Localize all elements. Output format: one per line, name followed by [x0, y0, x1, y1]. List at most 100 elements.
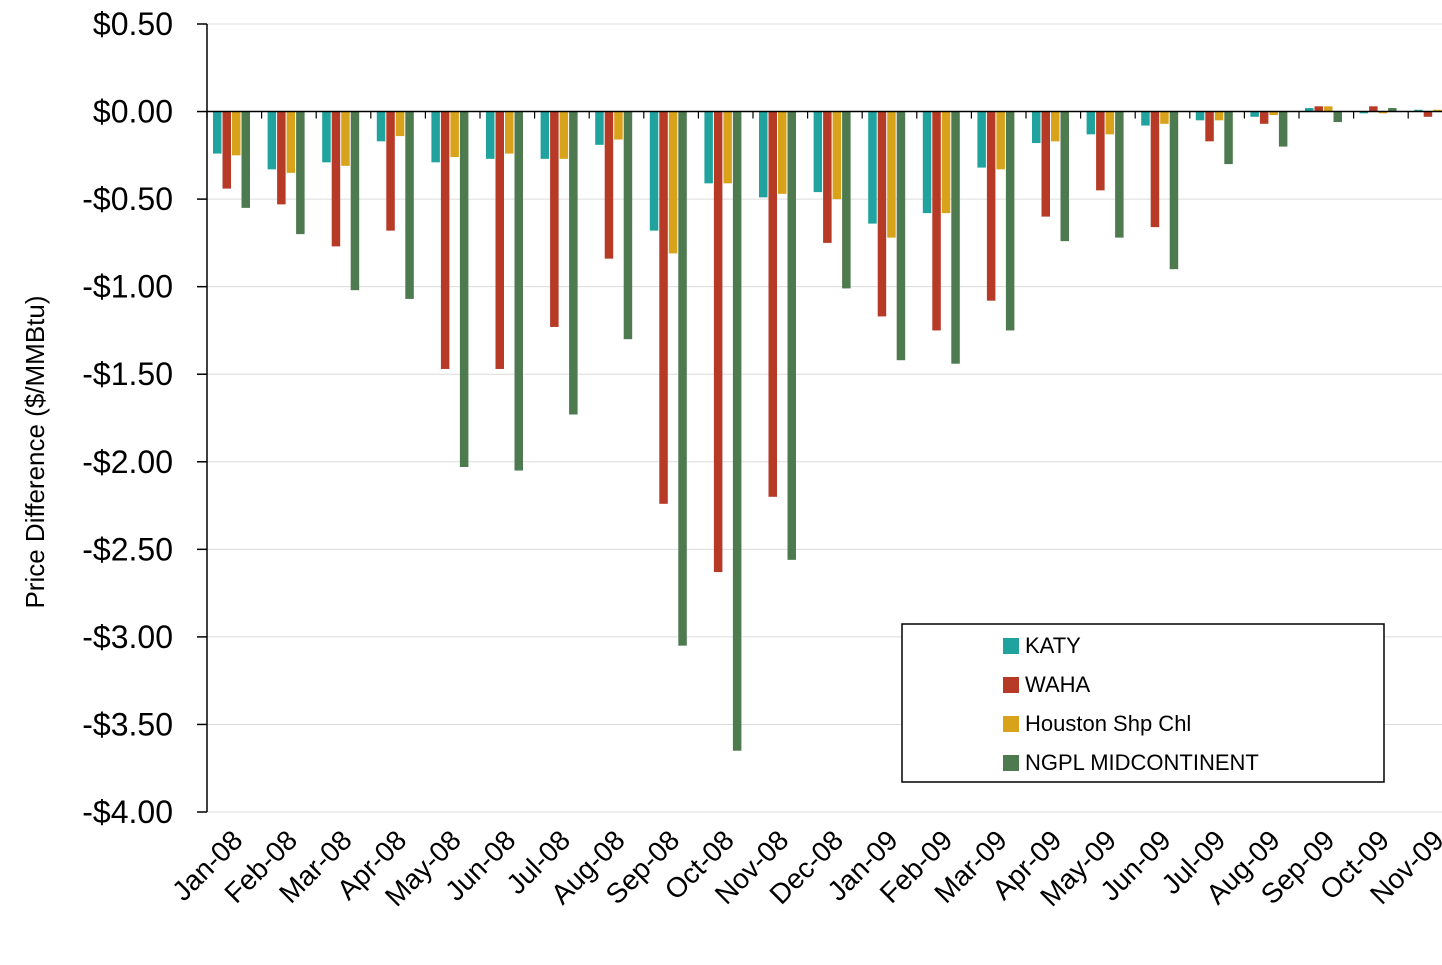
bar-waha — [1423, 111, 1433, 117]
bar-katy — [322, 111, 331, 163]
bar-katy — [759, 111, 768, 198]
bar-waha — [768, 111, 777, 497]
y-tick-label: -$3.50 — [82, 706, 173, 742]
y-axis-label: Price Difference ($/MMBtu) — [20, 295, 50, 608]
y-tick-label: -$2.00 — [82, 444, 173, 480]
bar-houston-shp-chl — [1160, 111, 1169, 124]
legend-label: NGPL MIDCONTINENT — [1025, 750, 1259, 775]
bar-katy — [1250, 111, 1259, 117]
bar-waha — [331, 111, 341, 247]
legend-label: KATY — [1025, 633, 1081, 658]
bar-ngpl-midcontinent — [732, 111, 742, 751]
bar-katy — [486, 111, 495, 159]
bar-waha — [1314, 106, 1323, 112]
bar-waha — [877, 111, 887, 317]
bar-ngpl-midcontinent — [569, 111, 578, 415]
bar-ngpl-midcontinent — [1005, 111, 1015, 331]
y-tick-label: -$1.00 — [82, 269, 173, 305]
bar-ngpl-midcontinent — [1333, 111, 1342, 123]
bar-houston-shp-chl — [996, 111, 1005, 170]
bar-ngpl-midcontinent — [1388, 108, 1397, 112]
bar-houston-shp-chl — [1269, 111, 1278, 116]
bar-katy — [1086, 111, 1096, 135]
bar-ngpl-midcontinent — [405, 111, 414, 299]
bar-waha — [1205, 111, 1214, 142]
bar-katy — [813, 111, 823, 193]
bar-ngpl-midcontinent — [241, 111, 250, 208]
bar-houston-shp-chl — [941, 111, 951, 214]
axes — [206, 24, 1442, 812]
bar-ngpl-midcontinent — [1169, 111, 1179, 270]
bar-ngpl-midcontinent — [459, 111, 469, 468]
bar-ngpl-midcontinent — [1060, 111, 1069, 242]
legend-swatch — [1003, 755, 1019, 771]
bar-houston-shp-chl — [1214, 111, 1224, 121]
bar-houston-shp-chl — [505, 111, 514, 154]
bar-waha — [986, 111, 996, 301]
y-tick-label: $0.50 — [93, 6, 173, 42]
legend-box — [901, 623, 1385, 783]
bar-waha — [550, 111, 559, 327]
bar-waha — [932, 111, 941, 331]
bar-waha — [1096, 111, 1105, 191]
bar-waha — [222, 111, 231, 189]
legend: KATY WAHA Houston Shp Chl NGPL MIDCONTINENT — [901, 623, 1385, 783]
bar-houston-shp-chl — [395, 111, 405, 137]
bar-houston-shp-chl — [778, 111, 787, 194]
legend-swatch — [1003, 677, 1019, 693]
x-tick-labels: Jan-08Feb-08Mar-08Apr-08May-08Jun-08Jul-… — [166, 824, 1442, 912]
bar-ngpl-midcontinent — [951, 111, 960, 364]
bar-ngpl-midcontinent — [1115, 111, 1124, 238]
bar-ngpl-midcontinent — [296, 111, 305, 235]
bar-katy — [267, 111, 277, 170]
bar-houston-shp-chl — [668, 111, 678, 254]
bar-katy — [704, 111, 713, 184]
bar-katy — [1032, 111, 1041, 144]
bar-houston-shp-chl — [1324, 106, 1333, 112]
legend-label: WAHA — [1025, 672, 1091, 697]
bar-waha — [277, 111, 286, 205]
bar-katy — [922, 111, 932, 214]
bar-houston-shp-chl — [723, 111, 732, 184]
legend-swatch — [1003, 638, 1019, 654]
bar-katy — [1414, 109, 1423, 112]
bar-waha — [440, 111, 450, 369]
bar-katy — [1305, 108, 1314, 112]
bar-katy — [595, 111, 604, 145]
bar-waha — [713, 111, 723, 573]
legend-swatch — [1003, 716, 1019, 732]
bar-waha — [604, 111, 614, 259]
bar-houston-shp-chl — [614, 111, 623, 140]
bar-waha — [495, 111, 504, 369]
bar-ngpl-midcontinent — [842, 111, 851, 289]
y-tick-label: -$0.50 — [82, 181, 173, 217]
bar-ngpl-midcontinent — [787, 111, 796, 560]
bar-katy — [1359, 111, 1369, 114]
legend-label: Houston Shp Chl — [1025, 711, 1191, 736]
bar-katy — [1141, 111, 1150, 126]
bar-houston-shp-chl — [832, 111, 842, 200]
y-tick-labels: $0.50 $0.00 -$0.50 -$1.00 -$1.50 -$2.00 -$2.50… — [82, 6, 173, 830]
bar-ngpl-midcontinent — [1224, 111, 1233, 165]
y-tick-label: $0.00 — [93, 94, 173, 130]
bar-houston-shp-chl — [1105, 111, 1115, 135]
bar-ngpl-midcontinent — [514, 111, 523, 471]
bar-houston-shp-chl — [559, 111, 569, 159]
bar-katy — [977, 111, 986, 168]
y-tick-label: -$2.50 — [82, 531, 173, 567]
bar-houston-shp-chl — [1378, 111, 1388, 114]
bar-houston-shp-chl — [1051, 111, 1060, 142]
bar-katy — [868, 111, 877, 224]
bar-katy — [431, 111, 440, 163]
bar-katy — [649, 111, 659, 231]
bar-houston-shp-chl — [450, 111, 459, 158]
bar-waha — [659, 111, 668, 504]
bar-houston-shp-chl — [341, 111, 350, 166]
bar-houston-shp-chl — [1433, 109, 1442, 112]
bars — [213, 106, 1442, 751]
bar-katy — [540, 111, 550, 159]
bar-waha — [1369, 106, 1378, 112]
bar-ngpl-midcontinent — [1278, 111, 1288, 147]
bar-katy — [213, 111, 222, 154]
